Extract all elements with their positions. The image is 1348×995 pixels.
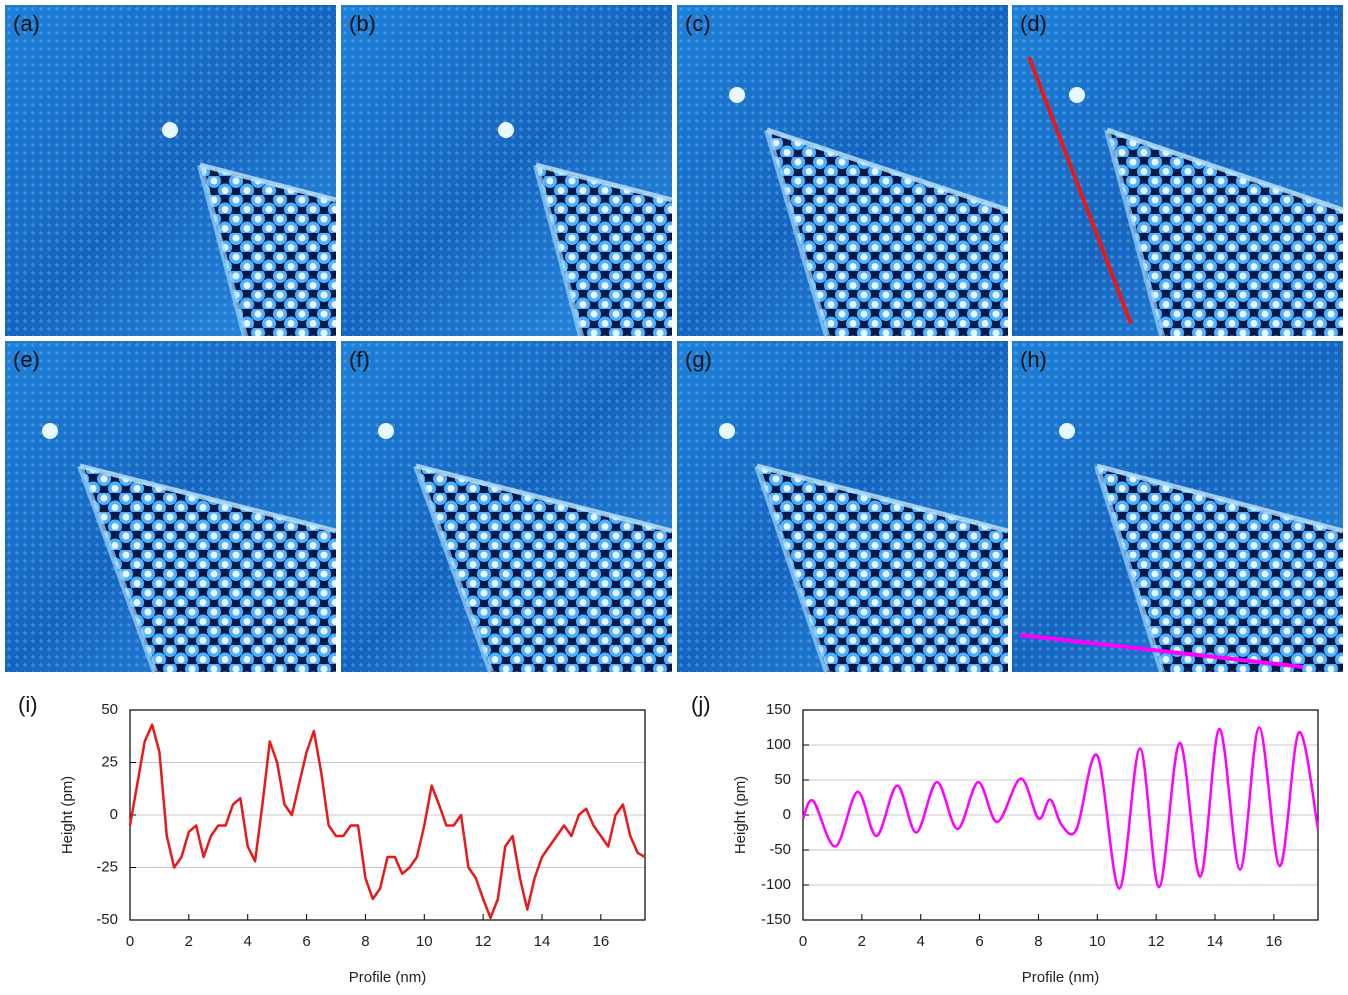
panel-label: (a) (13, 11, 40, 36)
profile-line (1027, 56, 1133, 325)
y-tick-label: -25 (96, 858, 118, 875)
stm-image: (c) (677, 5, 1009, 337)
edge (1104, 129, 1165, 337)
moire-region (416, 466, 672, 672)
moire-region (1097, 466, 1343, 672)
panel-label: (d) (1020, 11, 1047, 36)
stm-image: (e) (5, 341, 337, 674)
bright-spot (719, 423, 735, 439)
x-tick-label: 12 (475, 933, 492, 950)
panel-label: (g) (685, 347, 712, 372)
y-tick-label: 0 (110, 806, 118, 823)
x-tick-label: 4 (244, 933, 252, 950)
x-tick-label: 2 (185, 933, 193, 950)
stm-image: (h) (1012, 341, 1344, 673)
panel-label: (e) (13, 347, 40, 372)
bright-spot (162, 122, 178, 138)
edge (415, 463, 673, 534)
edge (199, 162, 337, 203)
moire-region (80, 466, 336, 672)
y-axis-label: Height (pm) (59, 776, 76, 854)
edge (535, 162, 673, 203)
stm-image: (f) (341, 341, 673, 674)
moire-region (767, 130, 1008, 336)
edge (79, 463, 337, 534)
x-tick-label: 4 (917, 933, 925, 950)
moire-region (1107, 130, 1343, 336)
x-tick-label: 8 (361, 933, 369, 950)
bright-spot (1059, 423, 1075, 439)
bright-spot (498, 122, 514, 138)
edge (533, 164, 584, 337)
stm-image: (g) (677, 341, 1009, 673)
plot-frame (129, 709, 646, 921)
x-tick-label: 12 (1148, 933, 1165, 950)
edge (754, 465, 830, 673)
x-tick-label: 14 (1207, 933, 1224, 950)
x-tick-label: 6 (975, 933, 983, 950)
x-tick-label: 10 (1089, 933, 1106, 950)
y-tick-label: 150 (766, 701, 791, 718)
panel-label: (f) (349, 347, 370, 372)
x-tick-label: 6 (302, 933, 310, 950)
bright-spot (729, 87, 745, 103)
y-tick-label: -100 (761, 876, 791, 893)
bright-spot (42, 423, 58, 439)
y-tick-label: 50 (774, 771, 791, 788)
edge (413, 464, 494, 674)
edge (764, 129, 830, 337)
moire-region (757, 466, 1008, 672)
y-tick-label: 0 (783, 806, 791, 823)
x-tick-label: 2 (858, 933, 866, 950)
y-tick-label: -50 (769, 841, 791, 858)
stm-image: (a) (5, 5, 337, 337)
x-tick-label: 16 (593, 933, 610, 950)
y-tick-label: -150 (761, 911, 791, 928)
panel-label: (i) (18, 692, 38, 717)
edge (197, 164, 248, 337)
stm-image: (b) (341, 5, 673, 337)
image-panels: (a) (b) (c) (d) (e) (f) (g) (h) (5, 5, 1344, 674)
y-tick-label: 100 (766, 736, 791, 753)
edge (1096, 463, 1344, 534)
y-tick-label: -50 (96, 911, 118, 928)
x-tick-label: 10 (416, 933, 433, 950)
profile-line (801, 726, 1320, 890)
edge (766, 127, 1009, 213)
panel-label: (j) (691, 692, 711, 717)
stm-image: (d) (1012, 5, 1344, 337)
x-tick-label: 14 (534, 933, 551, 950)
y-tick-label: 25 (101, 753, 118, 770)
panel-label: (h) (1020, 347, 1047, 372)
x-tick-label: 8 (1034, 933, 1042, 950)
x-axis-label: Profile (nm) (1022, 969, 1100, 986)
y-tick-label: 50 (101, 701, 118, 718)
bright-spot (1069, 87, 1085, 103)
edge (77, 464, 158, 674)
profile-line (128, 723, 646, 920)
y-axis-label: Height (pm) (732, 776, 749, 854)
x-tick-label: 0 (126, 933, 134, 950)
x-axis-label: Profile (nm) (349, 969, 427, 986)
edge (1094, 465, 1165, 673)
edge (1106, 127, 1344, 213)
bright-spot (378, 423, 394, 439)
panel-label: (c) (685, 11, 711, 36)
edge (756, 463, 1009, 534)
x-tick-label: 16 (1266, 933, 1283, 950)
profile-line (1019, 633, 1304, 669)
panel-label: (b) (349, 11, 376, 36)
x-tick-label: 0 (799, 933, 807, 950)
